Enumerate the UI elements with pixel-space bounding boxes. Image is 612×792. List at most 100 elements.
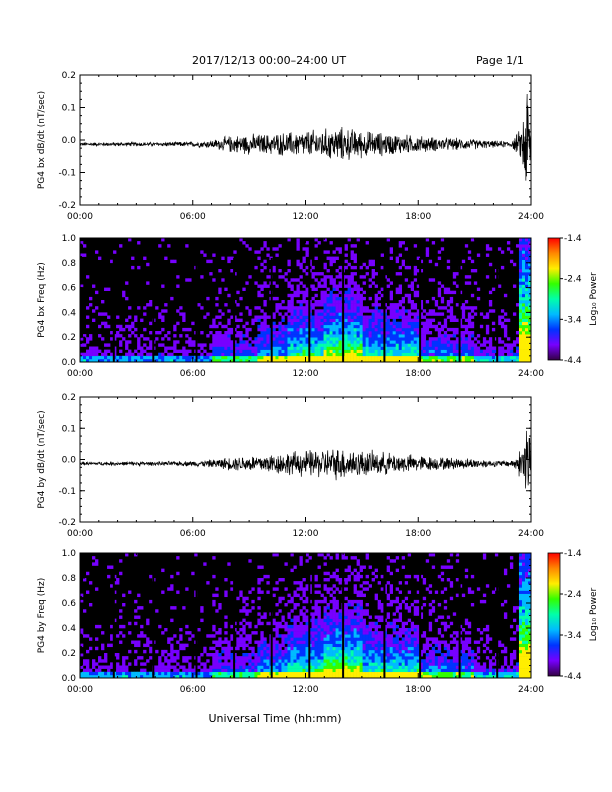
spectrogram-cell	[212, 662, 216, 666]
spectrogram-cell	[359, 593, 363, 598]
spectrogram-cell	[242, 643, 246, 648]
spectrogram-cell	[257, 565, 261, 569]
spectrogram-cell	[86, 324, 90, 329]
spectrogram-cell	[257, 596, 261, 601]
spectrogram-cell	[254, 640, 258, 644]
spectrogram-cell	[389, 346, 393, 350]
spectrogram-cell	[245, 306, 249, 310]
spectrogram-cell	[149, 656, 153, 660]
spectrogram-cell	[140, 631, 144, 635]
spectrogram-cell	[431, 640, 436, 644]
spectrogram-cell	[368, 584, 372, 588]
spectrogram-cell	[230, 646, 234, 651]
spectrogram-cell	[518, 355, 523, 360]
spectrogram-cell	[434, 668, 439, 673]
spectrogram-cell	[176, 640, 180, 644]
spectrogram-cell	[290, 318, 294, 322]
spectrogram-cell	[197, 656, 201, 660]
spectrogram-cell	[128, 340, 132, 344]
spectrogram-cell	[215, 662, 219, 666]
spectrogram-cell	[263, 656, 267, 660]
spectrogram-cell	[491, 352, 496, 357]
spectrogram-cell	[290, 631, 294, 635]
spectrogram-cell	[302, 256, 306, 260]
spectrogram-cell	[275, 324, 279, 329]
spectrogram-cell	[344, 265, 348, 270]
spectrogram-cell	[395, 287, 400, 291]
spectrogram-cell	[266, 646, 270, 651]
spectrogram-cell	[296, 312, 300, 316]
spectrogram-cell	[101, 358, 105, 363]
spectrogram-cell	[257, 315, 261, 319]
spectrogram-cell	[350, 659, 354, 663]
spectrogram-cell	[395, 609, 400, 613]
spectrogram-cell	[218, 290, 222, 295]
spectrogram-cell	[392, 337, 396, 341]
spectrogram-cell	[242, 340, 246, 344]
spectrogram-cell	[314, 599, 318, 604]
spectrogram-cell	[281, 337, 285, 341]
spectrogram-cell	[275, 643, 279, 648]
spectrogram-cell	[116, 656, 120, 660]
spectrogram-cell	[179, 628, 183, 632]
spectrogram-cell	[515, 358, 520, 363]
spectrogram-cell	[239, 312, 243, 316]
spectrogram-cell	[353, 324, 357, 329]
spectrogram-cell	[437, 250, 442, 254]
spectrogram-cell	[359, 355, 363, 360]
spectrogram-cell	[437, 306, 442, 310]
spectrogram-cell	[215, 609, 219, 613]
spectrogram-cell	[509, 343, 514, 347]
spectrogram-cell	[470, 653, 475, 657]
spectrogram-cell	[413, 599, 418, 604]
spectrogram-cell	[467, 649, 472, 654]
spectrogram-cell	[377, 321, 381, 326]
spectrogram-cell	[320, 593, 324, 598]
spectrogram-cell	[416, 646, 421, 651]
spectrogram-cell	[332, 640, 336, 644]
spectrogram-cell	[371, 281, 375, 285]
spectrogram-cell	[335, 568, 339, 573]
spectrogram-cell	[197, 349, 201, 353]
spectrogram-cell	[311, 634, 315, 638]
spectrogram-cell	[119, 665, 123, 669]
spectrogram-cell	[413, 355, 418, 360]
spectrogram-cell	[314, 287, 318, 291]
spectrogram-cell	[86, 674, 90, 679]
spectrogram-cell	[371, 259, 375, 264]
spectrogram-cell	[254, 355, 258, 360]
spectrogram-cell	[338, 303, 342, 307]
spectrogram-cell	[314, 618, 318, 623]
spectrogram-cell	[128, 349, 132, 353]
spectrogram-cell	[170, 649, 174, 654]
spectrogram-cell	[323, 300, 327, 304]
spectrogram-cell	[347, 327, 351, 332]
spectrogram-cell	[392, 312, 396, 316]
spectrogram-cell	[449, 352, 454, 357]
spectrogram-cell	[278, 662, 282, 666]
spectrogram-cell	[449, 640, 454, 644]
spectrogram-cell	[80, 241, 84, 245]
spectrogram-cell	[452, 662, 457, 666]
spectrogram-cell	[212, 355, 216, 360]
spectrogram-cell	[299, 628, 303, 632]
spectrogram-cell	[167, 668, 171, 673]
spectrogram-cell	[404, 662, 409, 666]
spectrogram-cell	[428, 337, 433, 341]
spectrogram-cell	[428, 318, 433, 322]
spectrogram-cell	[314, 656, 318, 660]
spectrogram-cell	[242, 624, 246, 629]
spectrogram-cell	[242, 662, 246, 666]
spectrogram-cell	[239, 346, 243, 350]
spectrogram-cell	[176, 355, 180, 360]
spectrogram-cell	[305, 327, 309, 332]
spectrogram-cell	[488, 303, 493, 307]
spectrogram-cell	[248, 343, 252, 347]
spectrogram-cell	[293, 293, 297, 298]
spectrogram-cell	[464, 355, 469, 360]
spectrogram-cell	[398, 646, 403, 651]
spectrogram-cell	[329, 628, 333, 632]
spectrogram-cell	[524, 300, 529, 304]
spectrogram-cell	[287, 346, 291, 350]
spectrogram-cell	[446, 662, 451, 666]
